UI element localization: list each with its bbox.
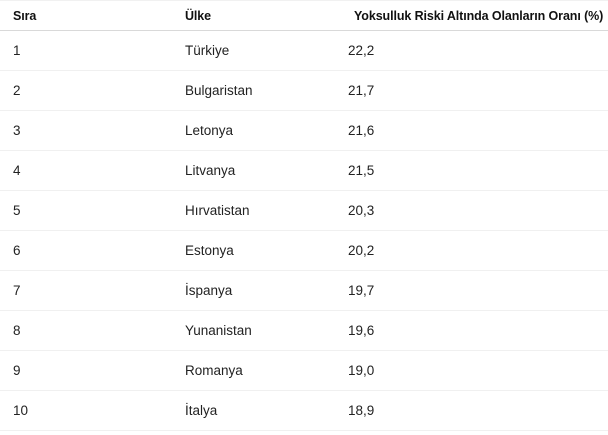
table-row: 5 Hırvatistan 20,3 — [0, 190, 608, 231]
rate-cell: 21,7 — [348, 70, 608, 111]
column-header-country: Ülke — [185, 0, 348, 31]
rate-cell: 20,3 — [348, 190, 608, 231]
country-cell: Yunanistan — [185, 310, 348, 351]
table-row: 3 Letonya 21,6 — [0, 110, 608, 151]
country-cell: Bulgaristan — [185, 70, 348, 111]
table-row: 4 Litvanya 21,5 — [0, 150, 608, 191]
rate-cell: 18,9 — [348, 390, 608, 431]
table-row: 7 İspanya 19,7 — [0, 270, 608, 311]
rank-cell: 1 — [0, 30, 185, 71]
table-row: 1 Türkiye 22,2 — [0, 30, 608, 71]
country-cell: İtalya — [185, 390, 348, 431]
rate-cell: 20,2 — [348, 230, 608, 271]
table-row: 10 İtalya 18,9 — [0, 390, 608, 431]
rank-cell: 4 — [0, 150, 185, 191]
rate-cell: 19,0 — [348, 350, 608, 391]
country-cell: İspanya — [185, 270, 348, 311]
rank-cell: 3 — [0, 110, 185, 151]
country-cell: Estonya — [185, 230, 348, 271]
column-header-rank: Sıra — [0, 0, 185, 31]
rank-cell: 5 — [0, 190, 185, 231]
header-row: Sıra Ülke Yoksulluk Riski Altında Olanla… — [0, 0, 608, 31]
rank-cell: 7 — [0, 270, 185, 311]
country-cell: Romanya — [185, 350, 348, 391]
rate-cell: 19,6 — [348, 310, 608, 351]
rate-cell: 19,7 — [348, 270, 608, 311]
country-cell: Letonya — [185, 110, 348, 151]
rate-cell: 21,6 — [348, 110, 608, 151]
rank-cell: 10 — [0, 390, 185, 431]
table-row: 2 Bulgaristan 21,7 — [0, 70, 608, 111]
column-header-rate: Yoksulluk Riski Altında Olanların Oranı … — [348, 0, 608, 31]
rate-cell: 21,5 — [348, 150, 608, 191]
rate-cell: 22,2 — [348, 30, 608, 71]
table-row: 6 Estonya 20,2 — [0, 230, 608, 271]
rank-cell: 2 — [0, 70, 185, 111]
country-cell: Litvanya — [185, 150, 348, 191]
rank-cell: 9 — [0, 350, 185, 391]
table-body: 1 Türkiye 22,2 2 Bulgaristan 21,7 3 Leto… — [0, 30, 608, 431]
table-row: 8 Yunanistan 19,6 — [0, 310, 608, 351]
country-cell: Türkiye — [185, 30, 348, 71]
rank-cell: 8 — [0, 310, 185, 351]
table-row: 9 Romanya 19,0 — [0, 350, 608, 391]
country-cell: Hırvatistan — [185, 190, 348, 231]
rank-cell: 6 — [0, 230, 185, 271]
